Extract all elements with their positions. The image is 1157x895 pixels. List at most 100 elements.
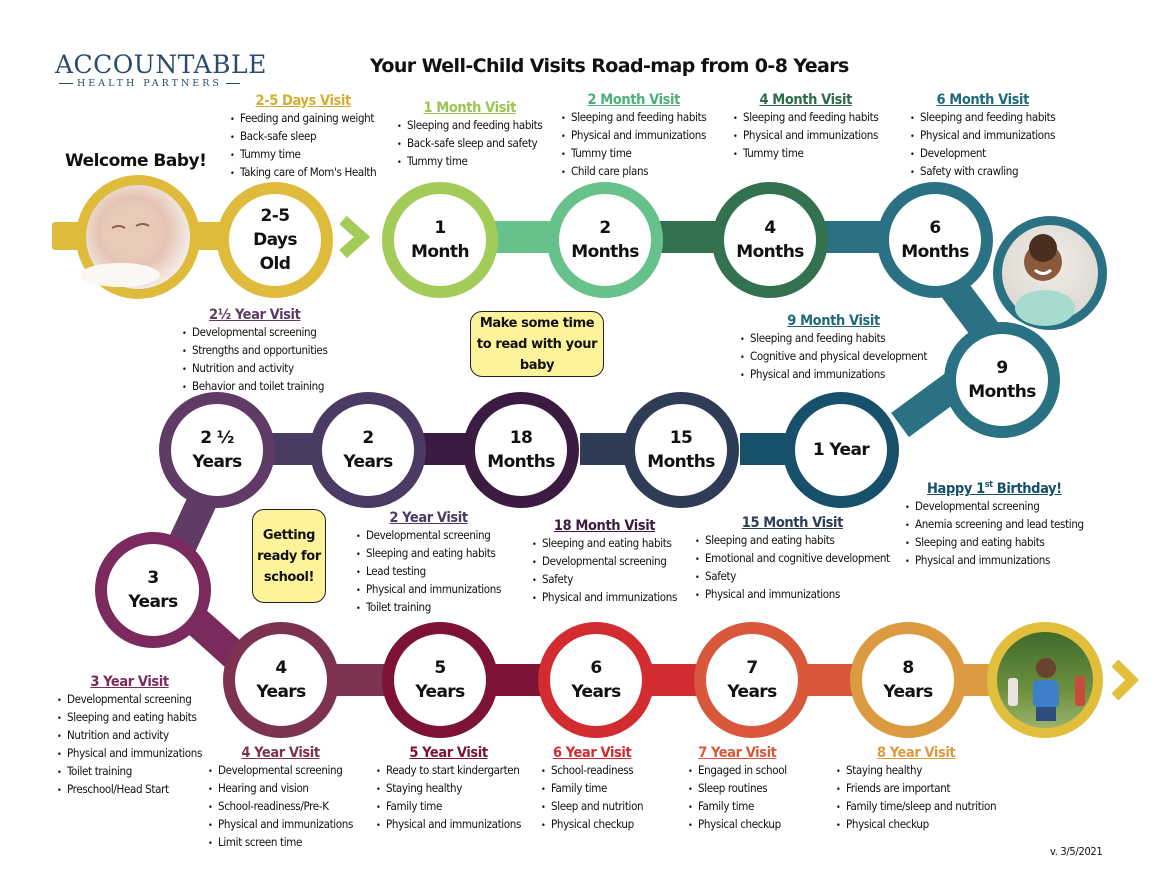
visit-topic: Development <box>910 145 1055 163</box>
milestone-unit: Days <box>253 230 297 250</box>
infant-photo-ring <box>993 216 1107 330</box>
arrow-right-icon <box>1111 659 1140 701</box>
visit-topic: Developmental screening <box>356 527 501 545</box>
visit-y3: 3 Year VisitDevelopmental screeningSleep… <box>57 674 202 799</box>
visit-topic: Sleeping and eating habits <box>695 532 890 550</box>
ring-4-years-center <box>235 634 327 726</box>
milestone-5-years: 5 Years <box>385 640 495 720</box>
milestone-unit: Months <box>571 242 639 262</box>
visit-m9: 9 Month VisitSleeping and feeding habits… <box>740 313 927 384</box>
visit-topic: Physical and immunizations <box>532 589 677 607</box>
logo: ACCOUNTABLE HEALTH PARTNERS <box>55 50 267 89</box>
visit-title: 5 Year Visit <box>409 745 488 761</box>
visit-m18: 18 Month VisitSleeping and eating habits… <box>532 518 677 607</box>
ring-2-years-center <box>322 404 414 496</box>
visit-topic: Limit screen time <box>208 834 353 852</box>
milestone-unit: Years <box>571 682 621 702</box>
visit-title: 2-5 Days Visit <box>255 93 352 109</box>
visit-topics: Feeding and gaining weightBack-safe slee… <box>230 110 377 182</box>
visit-y25: 2½ Year VisitDevelopmental screeningStre… <box>182 307 328 396</box>
milestone-unit: Months <box>901 242 969 262</box>
visit-topic: Staying healthy <box>376 780 521 798</box>
visit-topic: Sleep routines <box>688 780 787 798</box>
visit-topic: Sleeping and feeding habits <box>740 330 927 348</box>
visit-title: 9 Month Visit <box>787 313 880 329</box>
visit-topic: Child care plans <box>561 163 706 181</box>
visit-title: Happy 1st Birthday! <box>905 477 1084 498</box>
visit-topic: Feeding and gaining weight <box>230 110 376 128</box>
visit-topic: Sleeping and eating habits <box>356 545 501 563</box>
milestone-unit: Months <box>736 242 804 262</box>
milestone-number: 6 <box>929 218 941 238</box>
ring-1-month-center <box>394 194 486 286</box>
visit-title: 4 Year Visit <box>241 745 320 761</box>
visit-title: 4 Month Visit <box>759 92 852 108</box>
visit-topic: Safety <box>695 568 890 586</box>
school-note-text: Getting ready for school! <box>257 527 321 585</box>
milestone-unit: Years <box>256 682 306 702</box>
visit-title: 2 Month Visit <box>587 92 680 108</box>
visit-topic: Family time <box>541 780 643 798</box>
visit-topic: Physical and immunizations <box>910 127 1055 145</box>
milestone-6-years: 6 Years <box>541 640 651 720</box>
visit-title: 1 Month Visit <box>423 100 516 116</box>
child-photo-ring <box>987 622 1103 738</box>
visit-topic: Sleeping and feeding habits <box>733 109 879 127</box>
ring-6-years-center <box>550 634 642 726</box>
visit-topics: Developmental screeningSleeping and eati… <box>356 527 501 617</box>
visit-topic: Tummy time <box>561 145 706 163</box>
visit-topic: Behavior and toilet training <box>182 378 328 396</box>
visit-topics: Developmental screeningSleeping and eati… <box>57 691 202 799</box>
visit-topic: Developmental screening <box>905 498 1084 516</box>
milestone-unit: Years <box>727 682 777 702</box>
read-note: Make some time to read with your baby <box>470 311 604 377</box>
visit-topics: Developmental screeningStrengths and opp… <box>182 324 328 396</box>
visit-y7: 7 Year VisitEngaged in schoolSleep routi… <box>688 745 787 834</box>
visit-topic: Tummy time <box>733 145 878 163</box>
milestone-7-years: 7 Years <box>697 640 807 720</box>
milestone-4-years: 4 Years <box>226 640 336 720</box>
visit-topics: Sleeping and eating habitsEmotional and … <box>695 532 890 604</box>
ring-7-years-center <box>706 634 798 726</box>
visit-title-part: Happy 1 <box>927 480 985 497</box>
milestone-2-half-years: 2 ½ Years <box>162 410 272 490</box>
milestone-unit: Months <box>647 452 715 472</box>
visit-topic: Physical and immunizations <box>695 586 890 604</box>
welcome-heading: Welcome Baby! <box>65 151 207 171</box>
visit-m2: 2 Month VisitSleeping and feeding habits… <box>561 92 707 181</box>
visit-topic: Physical checkup <box>688 816 787 834</box>
ring-2-5-days-center <box>229 194 321 286</box>
milestone-unit: Years <box>192 452 242 472</box>
ring-3-years-center <box>107 544 199 636</box>
milestone-number: 9 <box>996 358 1008 378</box>
visit-topic: Safety with crawling <box>910 163 1055 181</box>
visit-topic: Physical and immunizations <box>733 127 878 145</box>
visit-topic: Physical and immunizations <box>561 127 706 145</box>
milestone-unit: Months <box>968 382 1036 402</box>
ring-2-months-center <box>559 194 651 286</box>
visit-topics: Sleeping and feeding habitsCognitive and… <box>740 330 927 384</box>
ring-8-years-center <box>862 634 954 726</box>
milestone-number: 8 <box>902 658 914 678</box>
visit-topics: Engaged in schoolSleep routinesFamily ti… <box>688 762 787 834</box>
milestone-18-months: 18 Months <box>466 410 576 490</box>
milestone-15-months: 15 Months <box>626 410 736 490</box>
visit-topic: Nutrition and activity <box>182 360 328 378</box>
visit-title: 2 Year Visit <box>389 510 468 526</box>
milestone-2-years: 2 Years <box>313 410 423 490</box>
visit-topics: Staying healthyFriends are importantFami… <box>836 762 997 834</box>
visit-topic: Developmental screening <box>532 553 677 571</box>
page-title: Your Well-Child Visits Road-map from 0-8… <box>370 55 849 77</box>
visit-topic: Toilet training <box>356 599 501 617</box>
milestone-unit: Month <box>411 242 470 262</box>
visit-topics: Sleeping and eating habitsDevelopmental … <box>532 535 677 607</box>
visit-title: 18 Month Visit <box>553 518 656 534</box>
visit-topic: Sleeping and feeding habits <box>561 109 707 127</box>
logo-wordmark: ACCOUNTABLE <box>55 50 267 79</box>
milestone-unit: Old <box>259 254 291 274</box>
visit-y2: 2 Year VisitDevelopmental screeningSleep… <box>356 510 501 617</box>
ring-15-months-center <box>635 404 727 496</box>
visit-topic: Safety <box>532 571 677 589</box>
visit-topic: Emotional and cognitive development <box>695 550 890 568</box>
visit-topic: Developmental screening <box>182 324 328 342</box>
